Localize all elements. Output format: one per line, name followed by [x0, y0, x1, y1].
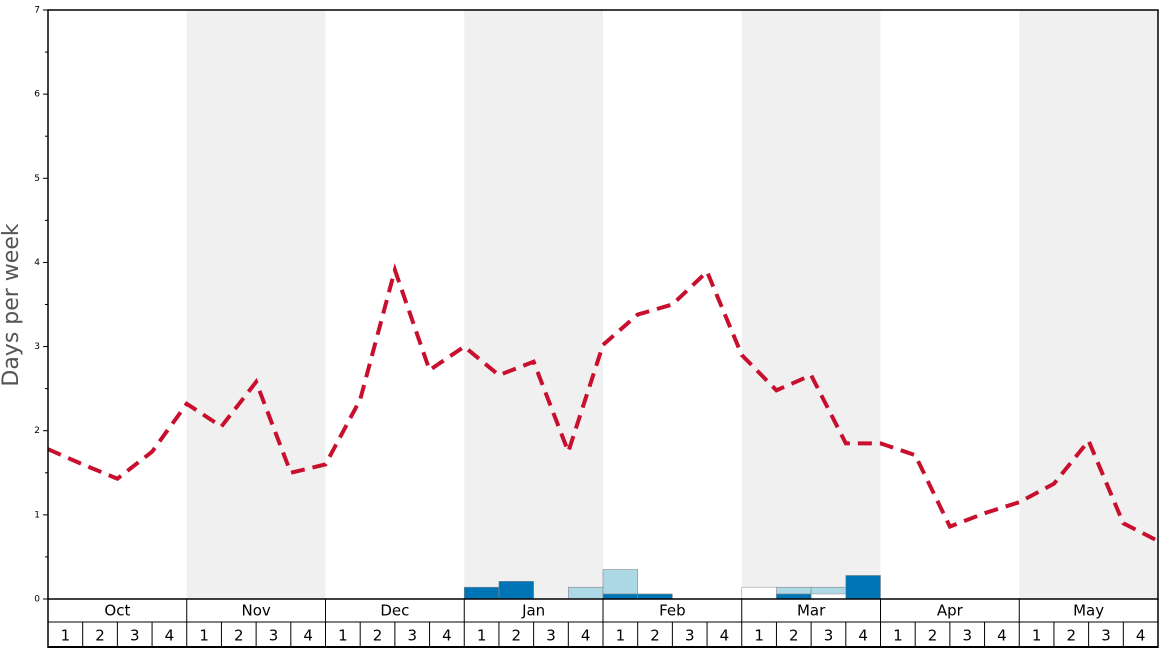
week-label: 3	[130, 627, 140, 645]
y-tick-label: 6	[34, 90, 40, 100]
week-label: 2	[650, 627, 660, 645]
y-tick-label: 0	[34, 595, 40, 605]
week-label: 4	[858, 627, 868, 645]
week-label: 1	[754, 627, 764, 645]
week-label: 1	[893, 627, 903, 645]
month-shade	[741, 10, 881, 599]
month-label: Oct	[104, 602, 130, 620]
bar	[498, 581, 534, 600]
month-shade	[1019, 10, 1158, 599]
week-label: 2	[1067, 627, 1077, 645]
month-label: Nov	[241, 602, 270, 620]
week-label: 3	[1101, 627, 1111, 645]
bar	[637, 593, 673, 600]
month-label: May	[1073, 602, 1104, 620]
week-label: 1	[61, 627, 71, 645]
week-label: 3	[685, 627, 695, 645]
month-shade	[464, 10, 603, 599]
week-label: 4	[303, 627, 313, 645]
week-label: 4	[720, 627, 730, 645]
y-axis-label: Days per week	[0, 223, 24, 386]
y-tick-label: 5	[34, 174, 40, 184]
week-label: 1	[477, 627, 487, 645]
month-label: Feb	[659, 602, 686, 620]
y-tick-label: 1	[34, 510, 40, 520]
week-label: 4	[581, 627, 591, 645]
week-label: 4	[165, 627, 175, 645]
bar	[741, 586, 777, 600]
y-tick-label: 2	[34, 426, 40, 436]
bar	[602, 593, 638, 600]
bar	[776, 593, 812, 600]
week-label: 2	[789, 627, 799, 645]
week-label: 1	[616, 627, 626, 645]
month-label: Dec	[380, 602, 409, 620]
week-label: 3	[407, 627, 417, 645]
month-shade	[186, 10, 326, 599]
week-label: 2	[512, 627, 522, 645]
month-label: Mar	[797, 602, 826, 620]
y-tick-label: 4	[34, 258, 40, 268]
week-label: 4	[442, 627, 452, 645]
week-label: 2	[234, 627, 244, 645]
bar	[845, 575, 881, 600]
week-label: 3	[269, 627, 279, 645]
week-label: 4	[1136, 627, 1146, 645]
week-label: 1	[199, 627, 209, 645]
week-label: 1	[338, 627, 348, 645]
bar	[463, 586, 500, 600]
bar	[810, 593, 847, 600]
week-label: 2	[928, 627, 938, 645]
week-label: 3	[824, 627, 834, 645]
week-label: 2	[95, 627, 105, 645]
month-label: Jan	[521, 602, 545, 620]
week-label: 3	[962, 627, 972, 645]
month-label: Apr	[937, 602, 964, 620]
y-tick-label: 7	[34, 6, 40, 16]
y-tick-label: 3	[34, 342, 40, 352]
week-label: 1	[1032, 627, 1042, 645]
week-label: 4	[997, 627, 1007, 645]
week-label: 2	[373, 627, 383, 645]
bar	[568, 586, 604, 600]
trend-line	[47, 263, 1159, 543]
week-label: 3	[546, 627, 556, 645]
